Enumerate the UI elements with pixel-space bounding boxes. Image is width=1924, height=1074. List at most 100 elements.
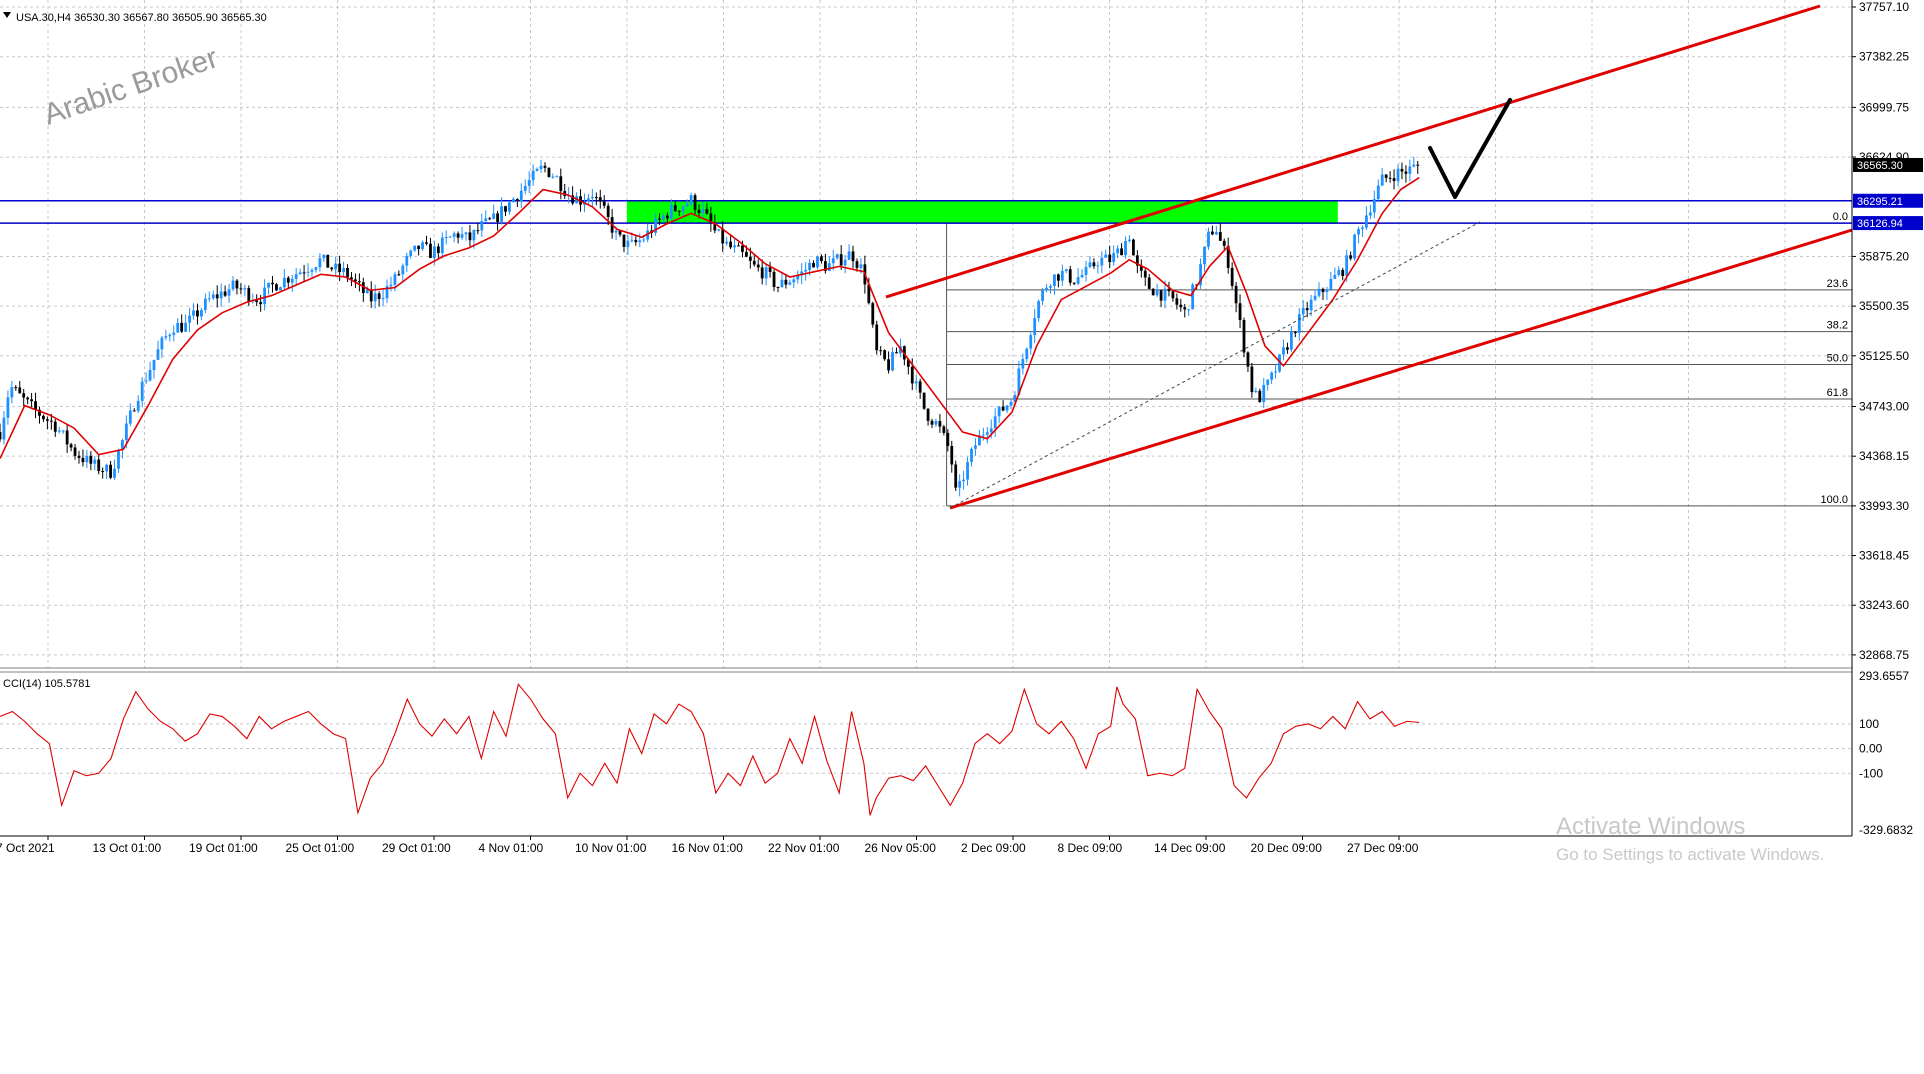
candle-body — [444, 237, 448, 239]
candle-body — [314, 267, 318, 271]
candle-body — [1214, 232, 1218, 235]
candle-body — [1270, 372, 1274, 380]
fib-label-2: 38.2 — [1827, 320, 1848, 332]
candle-body — [413, 245, 417, 251]
candle-body — [338, 263, 342, 273]
time-tick-11: 8 Dec 09:00 — [1058, 841, 1123, 855]
price-tick-2: 36999.75 — [1859, 100, 1909, 114]
candle-body — [1183, 307, 1187, 310]
candle-body — [1009, 401, 1013, 406]
candle-body — [1017, 368, 1021, 395]
candle-body — [630, 239, 634, 241]
candle-body — [508, 202, 511, 212]
candle-body — [1203, 246, 1206, 265]
candle-body — [176, 322, 180, 333]
time-tick-14: 27 Dec 09:00 — [1347, 841, 1419, 855]
price-tick-6: 35125.50 — [1859, 349, 1909, 363]
candle-body — [1175, 298, 1179, 305]
candle-body — [53, 421, 57, 432]
candle-body — [322, 254, 326, 259]
candle-body — [1222, 240, 1226, 246]
candle-body — [361, 282, 365, 294]
candle-body — [65, 430, 69, 445]
time-tick-10: 2 Dec 09:00 — [961, 841, 1026, 855]
price-tick-7: 34743.00 — [1859, 399, 1909, 413]
channel-lower-line[interactable] — [949, 228, 1853, 510]
fibonacci-trendline[interactable] — [949, 221, 1481, 509]
candle-body — [985, 432, 989, 435]
candle-body — [634, 239, 638, 243]
candle-body — [756, 264, 760, 268]
candle-body — [1092, 262, 1096, 267]
candle-body — [523, 185, 527, 191]
candle-body — [417, 245, 421, 250]
candle-body — [1286, 347, 1289, 350]
candle-body — [559, 176, 563, 192]
candle-body — [954, 464, 958, 488]
candle-body — [476, 230, 480, 232]
candle-body — [148, 370, 152, 381]
candle-body — [200, 310, 203, 317]
price-tick-1: 37382.25 — [1859, 50, 1909, 64]
candle-body — [843, 259, 847, 266]
price-axis[interactable]: 37757.1037382.2536999.7536624.9035875.20… — [1852, 0, 1909, 662]
candle-body — [638, 240, 642, 243]
candle-body — [1021, 358, 1025, 369]
candle-body — [1301, 308, 1305, 315]
candle-body — [515, 199, 519, 202]
candle-body — [385, 286, 389, 299]
level-tag-0-bg — [1853, 193, 1923, 208]
candle-body — [310, 270, 314, 272]
time-tick-0: 7 Oct 2021 — [0, 841, 55, 855]
candle-body — [1266, 379, 1270, 385]
candle-body — [405, 255, 409, 266]
candle-body — [425, 242, 428, 244]
candle-body — [1199, 264, 1202, 286]
candle-body — [85, 455, 89, 463]
cci-axis: 293.6557 100 0.00 -100 -329.6832 — [1859, 669, 1913, 837]
time-tick-4: 29 Oct 01:00 — [382, 841, 451, 855]
candle-body — [57, 430, 61, 432]
candle-body — [160, 337, 164, 350]
time-tick-5: 4 Nov 01:00 — [479, 841, 544, 855]
fib-label-1: 23.6 — [1827, 278, 1848, 290]
candle-body — [768, 267, 772, 272]
candle-body — [970, 448, 973, 463]
candle-body — [839, 254, 843, 266]
cci-line — [0, 683, 1420, 816]
candle-body — [500, 206, 503, 222]
time-tick-6: 10 Nov 01:00 — [575, 841, 647, 855]
dropdown-triangle-icon[interactable] — [3, 12, 11, 18]
current-price-tag-bg — [1853, 157, 1923, 172]
price-tick-11: 33243.60 — [1859, 598, 1909, 612]
candle-body — [835, 254, 839, 259]
candle-body — [677, 210, 681, 212]
candle-body — [622, 234, 626, 247]
time-axis[interactable]: 7 Oct 2021 13 Oct 01:00 19 Oct 01:00 25 Oct… — [0, 836, 1419, 855]
candle-body — [926, 408, 930, 421]
price-tags: 36565.30 36295.21 36126.94 — [1853, 157, 1923, 231]
cci-tick-0: 293.6557 — [1859, 669, 1909, 683]
price-tick-4: 35875.20 — [1859, 249, 1909, 263]
candle-body — [1104, 254, 1108, 258]
candle-body — [788, 282, 792, 285]
candle-body — [594, 197, 598, 199]
candle-body — [1274, 371, 1277, 373]
candle-body — [519, 190, 523, 202]
candle-body — [816, 256, 819, 268]
candle-body — [721, 229, 725, 244]
candle-body — [152, 359, 156, 371]
candle-body — [918, 381, 922, 393]
channel-upper-line[interactable] — [885, 4, 1821, 299]
candle-body — [1207, 231, 1210, 247]
candle-body — [393, 274, 397, 285]
candle-body — [49, 420, 53, 422]
activate-windows-subtitle: Go to Settings to activate Windows. — [1556, 845, 1824, 864]
candle-body — [587, 198, 590, 202]
cci-tick-1: 100 — [1859, 717, 1879, 731]
candle-body — [543, 165, 547, 168]
candle-body — [128, 410, 132, 424]
candle-body — [914, 381, 918, 384]
candle-body — [887, 359, 890, 371]
